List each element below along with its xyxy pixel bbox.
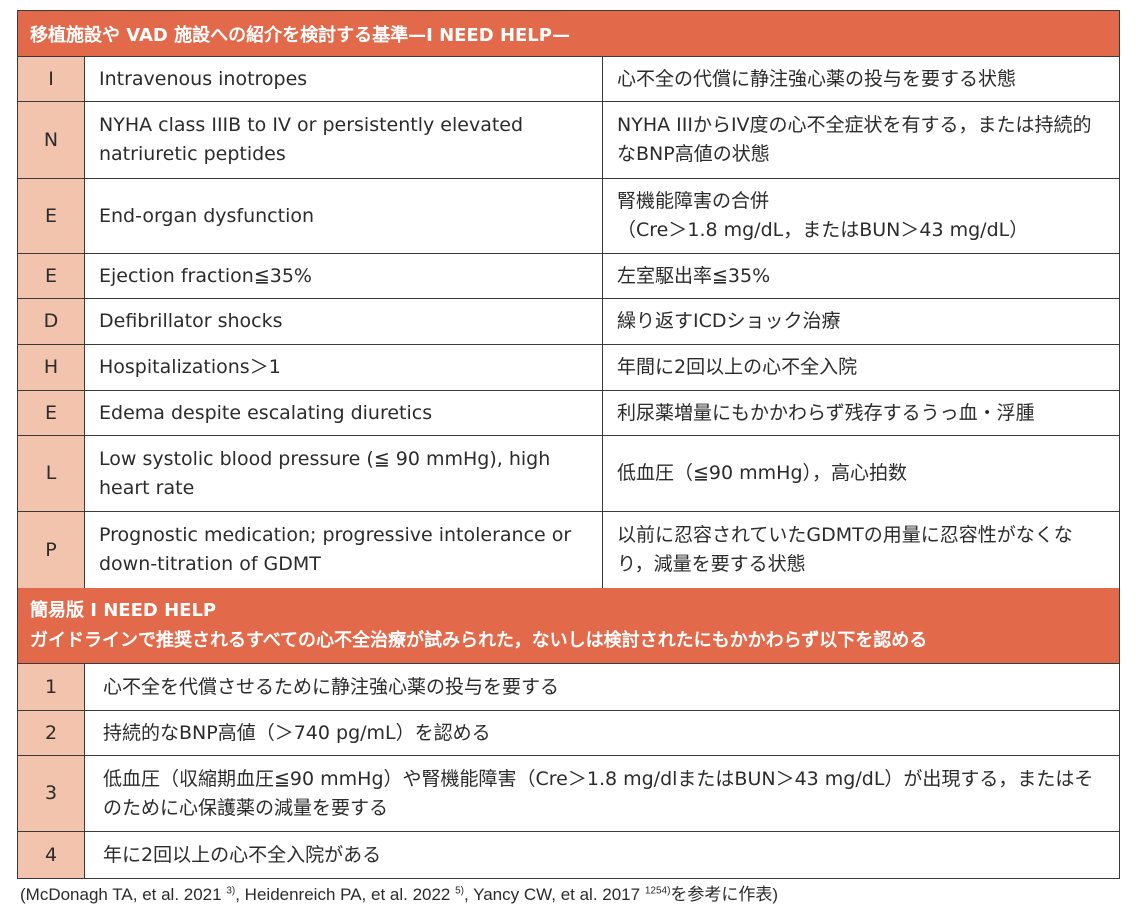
row-english: Low systolic blood pressure (≦ 90 mmHg),… — [85, 436, 603, 511]
simple-row: 2 持続的なBNP高値（＞740 pg/mL）を認める — [18, 711, 1119, 756]
row-text: 心不全を代償させるために静注強心薬の投与を要する — [103, 675, 560, 698]
row-japanese: NYHA IIIからIV度の心不全症状を有する，または持続的なBNP高値の状態 — [617, 114, 1092, 165]
table-row: N NYHA class IIIB to IV or persistently … — [18, 102, 1119, 179]
row-japanese: 利尿薬増量にもかかわらず残存するうっ血・浮腫 — [617, 401, 1035, 424]
row-english: Defibrillator shocks — [85, 299, 603, 344]
table-row: L Low systolic blood pressure (≦ 90 mmHg… — [18, 436, 1119, 512]
table-title: 移植施設や VAD 施設への紹介を検討する基準—I NEED HELP— — [18, 11, 1119, 57]
row-english: Hospitalizations＞1 — [85, 345, 603, 390]
table-row: I Intravenous inotropes 心不全の代償に静注強心薬の投与を… — [18, 57, 1119, 102]
simple-title: 簡易版 I NEED HELP — [30, 599, 217, 621]
row-text: 低血圧（収縮期血圧≦90 mmHg）や腎機能障害（Cre＞1.8 mg/dlまた… — [103, 767, 1094, 819]
row-letter: P — [18, 512, 85, 588]
row-letter: D — [18, 299, 85, 344]
citation: (McDonagh TA, et al. 2021 3), Heidenreic… — [20, 885, 779, 904]
table-row: D Defibrillator shocks 繰り返すICDショック治療 — [18, 299, 1119, 345]
row-text: 持続的なBNP高値（＞740 pg/mL）を認める — [103, 721, 491, 744]
i-need-help-table: 移植施設や VAD 施設への紹介を検討する基準—I NEED HELP— I I… — [17, 10, 1120, 879]
row-english: Prognostic medication; progressive intol… — [85, 512, 603, 588]
row-japanese: 心不全の代償に静注強心薬の投与を要する状態 — [617, 67, 1017, 90]
row-english: NYHA class IIIB to IV or persistently el… — [85, 102, 603, 178]
row-japanese: 以前に忍容されていたGDMTの用量に忍容性がなくなり，減量を要する状態 — [617, 524, 1073, 575]
row-letter: I — [18, 57, 85, 101]
simple-row: 4 年に2回以上の心不全入院がある — [18, 832, 1119, 878]
simple-subtitle: ガイドラインで推奨されるすべての心不全治療が試みられた，ないしは検討されたにもか… — [30, 629, 928, 651]
row-letter: E — [18, 391, 85, 435]
table-row: H Hospitalizations＞1 年間に2回以上の心不全入院 — [18, 345, 1119, 391]
row-number: 1 — [18, 664, 85, 710]
row-number: 4 — [18, 832, 85, 878]
simple-header: 簡易版 I NEED HELP ガイドラインで推奨されるすべての心不全治療が試み… — [18, 588, 1119, 664]
simple-row: 3 低血圧（収縮期血圧≦90 mmHg）や腎機能障害（Cre＞1.8 mg/dl… — [18, 756, 1119, 832]
row-text: 年に2回以上の心不全入院がある — [103, 843, 382, 866]
row-japanese: 年間に2回以上の心不全入院 — [617, 356, 858, 378]
row-english: End-organ dysfunction — [85, 179, 603, 253]
row-letter: L — [18, 436, 85, 511]
row-letter: H — [18, 345, 85, 390]
title-text: 移植施設や VAD 施設への紹介を検討する基準—I NEED HELP— — [30, 24, 570, 46]
table-row: E End-organ dysfunction 腎機能障害の合併 （Cre＞1.… — [18, 179, 1119, 254]
table-row: P Prognostic medication; progressive int… — [18, 512, 1119, 588]
row-japanese: 腎機能障害の合併 （Cre＞1.8 mg/dL，またはBUN＞43 mg/dL） — [617, 190, 1029, 241]
row-number: 3 — [18, 756, 85, 831]
row-japanese: 低血圧（≦90 mmHg），高心拍数 — [617, 462, 908, 484]
row-english: Ejection fraction≦35% — [85, 254, 603, 298]
row-letter: N — [18, 102, 85, 178]
row-letter: E — [18, 179, 85, 253]
row-english: Intravenous inotropes — [85, 57, 603, 101]
row-japanese: 繰り返すICDショック治療 — [617, 310, 841, 332]
simple-row: 1 心不全を代償させるために静注強心薬の投与を要する — [18, 664, 1119, 711]
table-row: E Edema despite escalating diuretics 利尿薬… — [18, 391, 1119, 436]
row-number: 2 — [18, 711, 85, 755]
row-letter: E — [18, 254, 85, 298]
row-japanese: 左室駆出率≦35% — [617, 264, 771, 287]
row-english: Edema despite escalating diuretics — [85, 391, 603, 435]
table-row: E Ejection fraction≦35% 左室駆出率≦35% — [18, 254, 1119, 299]
